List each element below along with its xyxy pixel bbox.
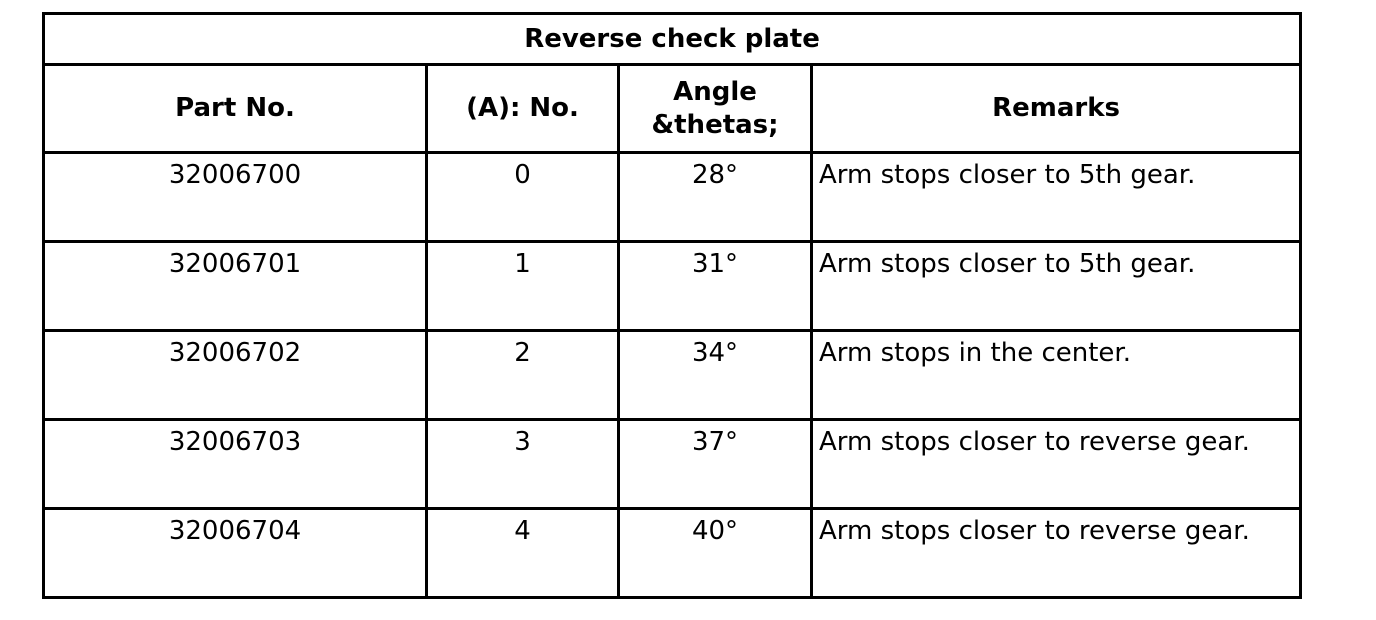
a-no-cell: 1	[425, 240, 620, 332]
column-header-angle: Angle &thetas;	[617, 63, 813, 154]
a-no-cell: 3	[425, 418, 620, 510]
a-no-cell: 2	[425, 329, 620, 421]
part-no-cell: 32006701	[42, 240, 428, 332]
table-title: Reverse check plate	[41, 12, 1303, 66]
remarks-cell: Arm stops closer to 5th gear.	[809, 240, 1303, 332]
part-no-cell: 32006700	[42, 151, 428, 243]
angle-cell: 34°	[617, 329, 813, 421]
table-row: 32006703 3 37° Arm stops closer to rever…	[42, 418, 1303, 510]
reverse-check-plate-table: Reverse check plate Part No. (A): No. An…	[41, 12, 1303, 599]
table-row: 32006704 4 40° Arm stops closer to rever…	[42, 507, 1303, 599]
remarks-cell: Arm stops in the center.	[809, 329, 1303, 421]
column-header-a-no: (A): No.	[425, 63, 620, 154]
content-area: Reverse check plate Part No. (A): No. An…	[41, 12, 1303, 599]
angle-cell: 40°	[617, 507, 813, 599]
part-no-cell: 32006702	[42, 329, 428, 421]
remarks-cell: Arm stops closer to reverse gear.	[809, 418, 1303, 510]
part-no-cell: 32006703	[42, 418, 428, 510]
table-row: 32006701 1 31° Arm stops closer to 5th g…	[42, 240, 1303, 332]
a-no-cell: 0	[425, 151, 620, 243]
column-header-remarks: Remarks	[809, 63, 1303, 154]
a-no-cell: 4	[425, 507, 620, 599]
table-header-row: Part No. (A): No. Angle &thetas; Remarks	[42, 63, 1303, 154]
table-row: 32006702 2 34° Arm stops in the center.	[42, 329, 1303, 421]
part-no-cell: 32006704	[42, 507, 428, 599]
angle-cell: 28°	[617, 151, 813, 243]
remarks-cell: Arm stops closer to 5th gear.	[809, 151, 1303, 243]
remarks-cell: Arm stops closer to reverse gear.	[809, 507, 1303, 599]
table-row: 32006700 0 28° Arm stops closer to 5th g…	[42, 151, 1303, 243]
angle-cell: 31°	[617, 240, 813, 332]
column-header-part-no: Part No.	[42, 63, 428, 154]
angle-cell: 37°	[617, 418, 813, 510]
table-title-row: Reverse check plate	[41, 12, 1303, 66]
